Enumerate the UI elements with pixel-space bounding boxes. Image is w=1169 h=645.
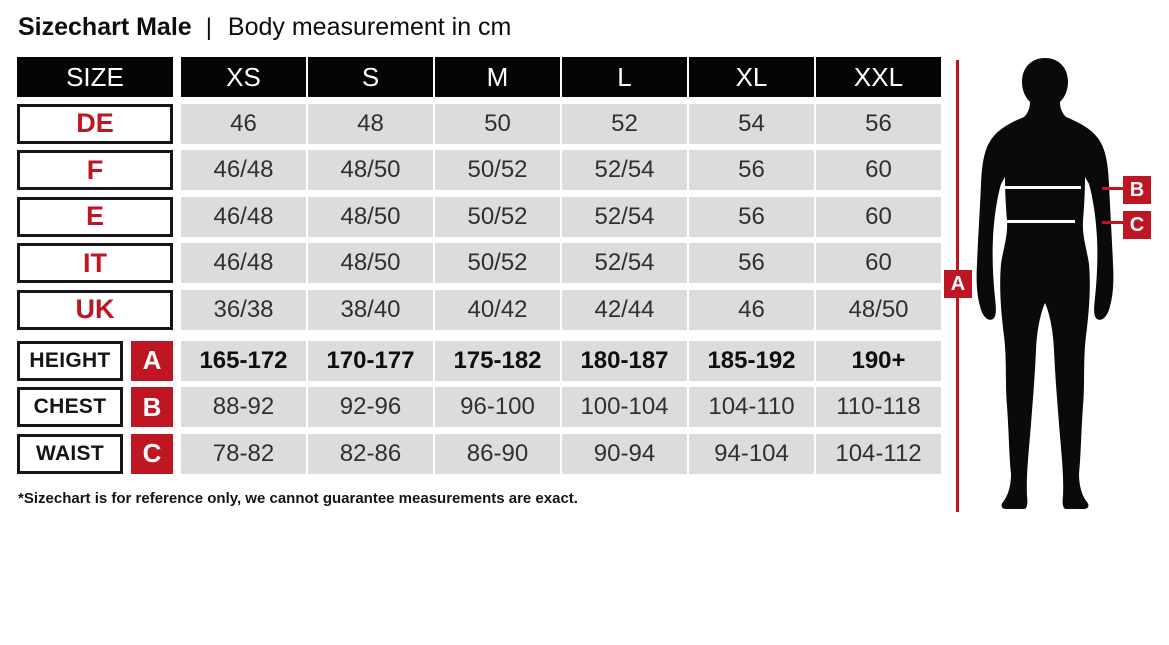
row-label-waist: WAIST: [17, 433, 123, 474]
data-cell: 185-192: [689, 340, 814, 381]
data-cell: 56: [689, 150, 814, 190]
column-header: S: [308, 57, 433, 97]
data-cell: 82-86: [308, 433, 433, 474]
data-cell: 90-94: [562, 433, 687, 474]
row-label-e: E: [17, 196, 173, 237]
table-row: E 46/48 48/50 50/52 52/54 56 60: [17, 196, 943, 237]
size-table: SIZE XS S M L XL XXL DE 46 48 50 52 54 56 F 46/48 48/50 5…: [17, 57, 943, 480]
chest-line: [1003, 186, 1081, 189]
table-row: WAIST C 78-82 82-86 86-90 90-94 94-104 104-112: [17, 433, 943, 474]
column-header: M: [435, 57, 560, 97]
data-cell: 48: [308, 103, 433, 144]
measure-label-group: CHEST B: [17, 387, 173, 427]
table-header-row: SIZE XS S M L XL XXL: [17, 57, 943, 97]
data-cell: 78-82: [181, 433, 306, 474]
row-label-de: DE: [17, 103, 173, 144]
data-cell: 46/48: [181, 150, 306, 190]
figure-marker-c: C: [1123, 211, 1151, 239]
footnote: *Sizechart is for reference only, we can…: [18, 490, 578, 507]
data-cell: 46/48: [181, 196, 306, 237]
page-title-subtitle: Body measurement in cm: [227, 13, 512, 41]
title-separator: |: [205, 14, 212, 41]
data-cell: 38/40: [308, 289, 433, 330]
data-cell: 86-90: [435, 433, 560, 474]
data-cell: 96-100: [435, 387, 560, 427]
data-cell: 50/52: [435, 243, 560, 283]
column-header: SIZE: [17, 57, 173, 97]
data-cell: 104-112: [816, 433, 941, 474]
waist-connector-line: [1102, 221, 1124, 224]
data-cell: 56: [689, 196, 814, 237]
data-cell: 88-92: [181, 387, 306, 427]
figure-panel: A B C: [944, 56, 1159, 526]
table-row: CHEST B 88-92 92-96 96-100 100-104 104-110 110-…: [17, 387, 943, 427]
data-cell: 110-118: [816, 387, 941, 427]
data-cell: 104-110: [689, 387, 814, 427]
table-row: F 46/48 48/50 50/52 52/54 56 60: [17, 150, 943, 190]
measure-label-group: WAIST C: [17, 433, 173, 474]
row-label-it: IT: [17, 243, 173, 283]
page-title-main: Sizechart Male: [18, 13, 192, 41]
data-cell: 100-104: [562, 387, 687, 427]
table-row: IT 46/48 48/50 50/52 52/54 56 60: [17, 243, 943, 283]
row-label-f: F: [17, 150, 173, 190]
page-title: Sizechart Male | Body measurement in cm: [18, 13, 511, 42]
data-cell: 56: [689, 243, 814, 283]
column-header: XL: [689, 57, 814, 97]
figure-marker-b: B: [1123, 176, 1151, 204]
column-header: XS: [181, 57, 306, 97]
data-cell: 46/48: [181, 243, 306, 283]
row-label-height: HEIGHT: [17, 340, 123, 381]
data-cell: 175-182: [435, 340, 560, 381]
column-header: XXL: [816, 57, 941, 97]
data-cell: 46: [181, 103, 306, 144]
data-cell: 94-104: [689, 433, 814, 474]
data-cell: 50/52: [435, 150, 560, 190]
row-label-uk: UK: [17, 289, 173, 330]
data-cell: 52/54: [562, 196, 687, 237]
data-cell: 40/42: [435, 289, 560, 330]
legend-marker-a: A: [131, 340, 173, 381]
legend-marker-b: B: [131, 387, 173, 427]
male-body-silhouette-icon: [976, 58, 1114, 509]
data-cell: 190+: [816, 340, 941, 381]
data-cell: 48/50: [816, 289, 941, 330]
table-row: HEIGHT A 165-172 170-177 175-182 180-187 185-1…: [17, 340, 943, 381]
data-cell: 180-187: [562, 340, 687, 381]
data-cell: 52/54: [562, 243, 687, 283]
data-cell: 50: [435, 103, 560, 144]
data-cell: 48/50: [308, 243, 433, 283]
column-header: L: [562, 57, 687, 97]
data-cell: 36/38: [181, 289, 306, 330]
chest-connector-line: [1102, 187, 1124, 190]
legend-marker-c: C: [131, 433, 173, 474]
table-row: DE 46 48 50 52 54 56: [17, 103, 943, 144]
row-label-chest: CHEST: [17, 387, 123, 427]
data-cell: 52: [562, 103, 687, 144]
data-cell: 60: [816, 243, 941, 283]
data-cell: 165-172: [181, 340, 306, 381]
data-cell: 92-96: [308, 387, 433, 427]
data-cell: 46: [689, 289, 814, 330]
measure-label-group: HEIGHT A: [17, 340, 173, 381]
table-row: UK 36/38 38/40 40/42 42/44 46 48/50: [17, 289, 943, 330]
data-cell: 170-177: [308, 340, 433, 381]
waist-line: [1007, 220, 1075, 223]
data-cell: 48/50: [308, 196, 433, 237]
data-cell: 54: [689, 103, 814, 144]
figure-marker-a: A: [944, 270, 972, 298]
data-cell: 60: [816, 150, 941, 190]
data-cell: 48/50: [308, 150, 433, 190]
data-cell: 56: [816, 103, 941, 144]
data-cell: 60: [816, 196, 941, 237]
data-cell: 42/44: [562, 289, 687, 330]
data-cell: 52/54: [562, 150, 687, 190]
data-cell: 50/52: [435, 196, 560, 237]
